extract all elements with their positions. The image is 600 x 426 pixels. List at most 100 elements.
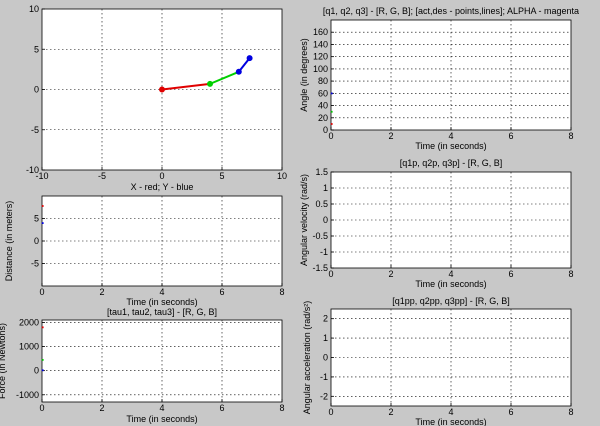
velocity-ytick-label: -1.5: [312, 263, 328, 273]
torque-title: [tau1, tau2, tau3] - [R, G, B]: [107, 307, 217, 317]
arm-joint-2: [235, 68, 242, 75]
angles-title: [q1, q2, q3] - [R, G, B]; [act,des - poi…: [323, 6, 579, 16]
distance-xtick-label: 6: [219, 287, 224, 297]
arm-plot: -10 -5 0 5 10 -10 -5 0 5 10 X - red; Y - blue: [26, 4, 287, 192]
torque-ytick-label: -1000: [16, 390, 39, 400]
distance-ylabel: Distance (in meters): [4, 201, 14, 282]
distance-ytick-label: 0: [34, 236, 39, 246]
torque-xtick-label: 6: [219, 403, 224, 413]
angles-axes-border: [330, 19, 572, 131]
angles-point-0-0: [330, 123, 333, 125]
acceleration-xtick-label: 6: [508, 407, 513, 417]
acceleration-title: [q1pp, q2pp, q3pp] - [R, G, B]: [392, 296, 510, 306]
velocity-xtick-label: 0: [328, 269, 333, 279]
velocity-xlabel: Time (in seconds): [415, 279, 486, 289]
arm-joint-1: [206, 80, 213, 87]
angles-axes-bg: [331, 20, 571, 130]
angles-ytick-label: 40: [318, 101, 328, 111]
acceleration-xtick-label: 4: [448, 407, 453, 417]
torque-xtick-label: 0: [39, 403, 44, 413]
velocity-axes-border: [330, 171, 572, 269]
distance-axes-border: [41, 195, 283, 287]
acceleration-axes-border: [330, 308, 572, 407]
angles-xtick-label: 0: [328, 131, 333, 141]
acceleration-xlabel: Time (in seconds): [415, 417, 486, 426]
arm-link2: [209, 70, 240, 85]
arm-ytick-label: 10: [29, 4, 39, 14]
distance-xtick-label: 2: [99, 287, 104, 297]
arm-joint-0: [158, 86, 165, 93]
distance-plot: 0 2 4 6 8 -5 0 5 Time (in seconds) Distance (in m…: [4, 195, 285, 307]
distance-xtick-label: 4: [159, 287, 164, 297]
angles-ytick-label: 0: [323, 125, 328, 135]
torque-xtick-label: 4: [159, 403, 164, 413]
velocity-xtick-label: 6: [508, 269, 513, 279]
acceleration-ylabel: Angular acceleration (rad/s²): [302, 301, 312, 415]
distance-ytick-label: -5: [31, 259, 39, 269]
arm-xtick-label: 10: [277, 171, 287, 181]
velocity-xtick-label: 4: [448, 269, 453, 279]
torque-point-2-0: [41, 369, 44, 372]
distance-xtick-label: 8: [279, 287, 284, 297]
arm-ytick-label: 0: [34, 85, 39, 95]
torque-ytick-label: 2000: [19, 317, 39, 327]
acceleration-xtick-label: 2: [388, 407, 393, 417]
angles-ytick-label: 100: [313, 64, 328, 74]
acceleration-ytick-label: 1: [323, 333, 328, 343]
torque-xtick-label: 2: [99, 403, 104, 413]
arm-ytick-label: -10: [26, 165, 39, 175]
angles-point-1-0: [330, 110, 333, 113]
arm-link1: [161, 82, 211, 91]
acceleration-xtick-label: 8: [568, 407, 573, 417]
velocity-ytick-label: -1: [320, 247, 328, 257]
distance-point-1-0: [41, 222, 44, 224]
angles-xtick-label: 4: [448, 131, 453, 141]
torque-xlabel: Time (in seconds): [126, 414, 197, 424]
velocity-ytick-label: 1: [323, 183, 328, 193]
angles-ytick-label: 60: [318, 88, 328, 98]
torque-ytick-label: 1000: [19, 342, 39, 352]
velocity-ytick-label: 0.5: [315, 199, 328, 209]
torque-ytick-label: 0: [34, 366, 39, 376]
angles-ytick-label: 120: [313, 52, 328, 62]
angles-ytick-label: 20: [318, 113, 328, 123]
arm-joint-3: [246, 55, 253, 62]
arm-axes-border: [41, 8, 283, 171]
arm-xtick-label: -10: [35, 171, 48, 181]
arm-xtick-label: 0: [159, 171, 164, 181]
arm-ytick-label: 5: [34, 44, 39, 54]
velocity-ytick-label: 1.5: [315, 167, 328, 177]
angles-point-2-0: [330, 92, 333, 95]
acceleration-xtick-label: 0: [328, 407, 333, 417]
velocity-ylabel: Angular velocity (rad/s): [299, 174, 309, 266]
angles-xtick-label: 2: [388, 131, 393, 141]
velocity-xtick-label: 2: [388, 269, 393, 279]
arm-xlabel: X - red; Y - blue: [131, 182, 194, 192]
acceleration-ytick-label: 2: [323, 314, 328, 324]
acceleration-ytick-label: -1: [320, 372, 328, 382]
acceleration-ytick-label: 0: [323, 353, 328, 363]
velocity-ytick-label: -0.5: [312, 231, 328, 241]
angles-ylabel: Angle (in degrees): [299, 38, 309, 112]
distance-xtick-label: 0: [39, 287, 44, 297]
distance-point-0-0: [41, 205, 44, 207]
angles-xtick-label: 6: [508, 131, 513, 141]
velocity-plot: 0 2 4 6 8 -1.5 -1 -0.5 0 0.5 1 1.5 [q1p, q2p, q3p] -…: [299, 158, 574, 289]
velocity-xtick-label: 8: [568, 269, 573, 279]
angles-ytick-label: 140: [313, 39, 328, 49]
arm-xtick-label: -5: [98, 171, 106, 181]
distance-ytick-label: 5: [34, 214, 39, 224]
acceleration-ytick-label: -2: [320, 391, 328, 401]
torque-ylabel: Force (in Newtons): [0, 323, 7, 399]
angles-ytick-label: 160: [313, 27, 328, 37]
arm-ytick-label: -5: [31, 125, 39, 135]
distance-xlabel: Time (in seconds): [126, 297, 197, 307]
torque-axes-border: [41, 319, 283, 403]
torque-point-0-0: [41, 326, 44, 329]
angles-xtick-label: 8: [568, 131, 573, 141]
arm-xtick-label: 5: [219, 171, 224, 181]
angles-ytick-label: 80: [318, 76, 328, 86]
